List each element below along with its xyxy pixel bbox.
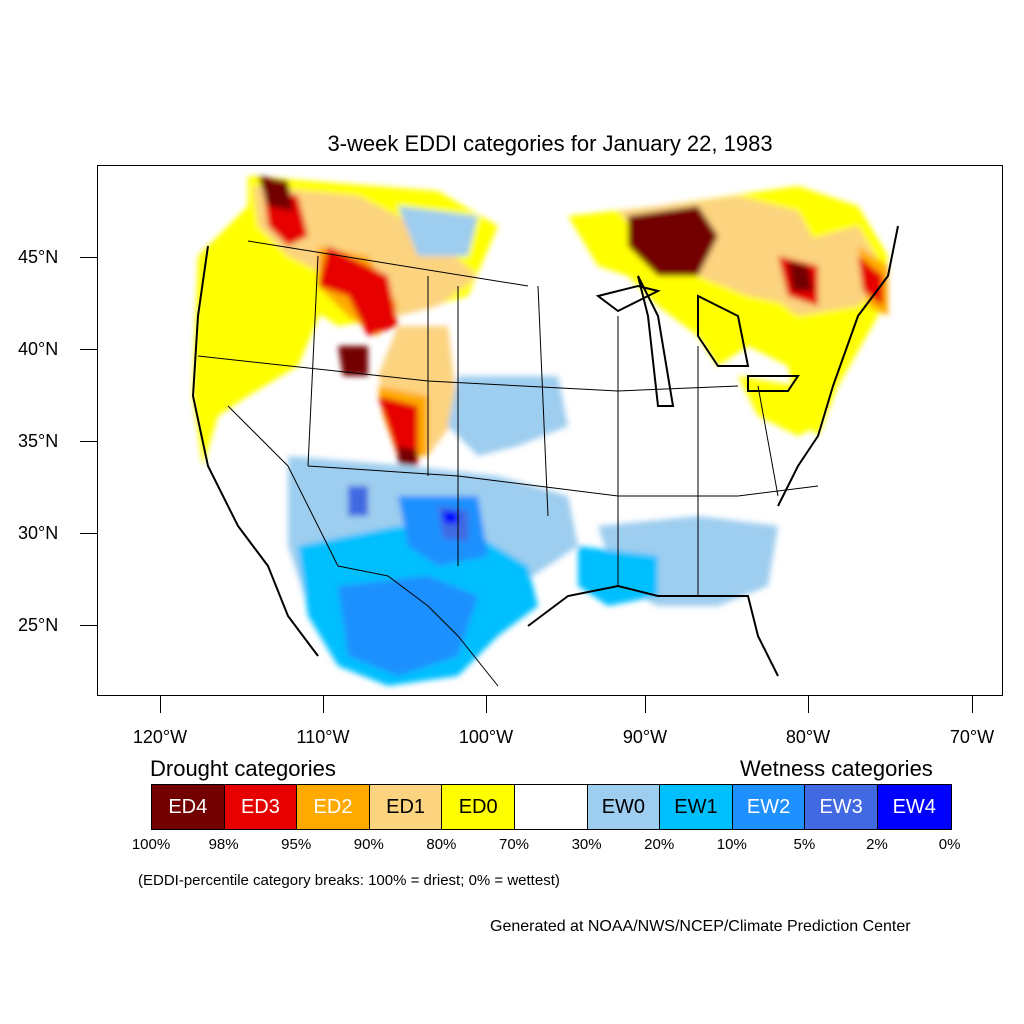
coastlines xyxy=(191,225,899,677)
legend-swatch: ED3 xyxy=(224,785,298,829)
break-label: 20% xyxy=(644,836,675,853)
lon-label-100: 100°W xyxy=(458,727,514,747)
legend-swatch: ED1 xyxy=(369,785,443,829)
legend-swatch: EW3 xyxy=(805,785,878,829)
break-label: 95% xyxy=(281,836,312,853)
category-legend: ED4 ED3 ED2 ED1 ED0 EW0 EW1 EW2 EW3 EW4 xyxy=(151,784,952,830)
break-label: 10% xyxy=(716,836,747,853)
eddi-map xyxy=(97,165,1003,696)
drought-heading: Drought categories xyxy=(150,756,336,781)
break-label: 98% xyxy=(208,836,239,853)
legend-swatch: EW4 xyxy=(877,785,951,829)
lon-tick xyxy=(808,696,809,713)
lon-label-120: 120°W xyxy=(132,727,188,747)
lon-tick xyxy=(323,696,324,713)
credit-line: Generated at NOAA/NWS/NCEP/Climate Predi… xyxy=(490,918,911,935)
lat-tick xyxy=(80,533,97,534)
lon-label-80: 80°W xyxy=(785,727,831,747)
category-fields xyxy=(193,176,888,686)
lon-tick xyxy=(645,696,646,713)
legend-swatch: EW2 xyxy=(732,785,806,829)
break-label: 80% xyxy=(426,836,457,853)
map-title: 3-week EDDI categories for January 22, 1… xyxy=(327,131,773,156)
legend-swatch: EW0 xyxy=(587,785,661,829)
break-label: 100% xyxy=(131,836,171,853)
lat-label-25: 25°N xyxy=(18,615,59,635)
lon-label-70: 70°W xyxy=(949,727,995,747)
lon-label-90: 90°W xyxy=(622,727,668,747)
lon-tick xyxy=(486,696,487,713)
legend-swatch xyxy=(514,785,588,829)
lat-label-40: 40°N xyxy=(18,339,59,359)
break-label: 0% xyxy=(938,836,961,853)
break-label: 2% xyxy=(866,836,888,853)
lon-tick xyxy=(160,696,161,713)
lat-tick xyxy=(80,625,97,626)
break-label: 5% xyxy=(793,836,816,853)
legend-swatch: EW1 xyxy=(660,785,733,829)
category-note: (EDDI-percentile category breaks: 100% =… xyxy=(138,872,560,889)
legend-swatch: ED2 xyxy=(297,785,370,829)
lat-label-45: 45°N xyxy=(18,247,59,267)
legend-swatch: ED4 xyxy=(152,785,225,829)
lat-tick xyxy=(80,349,97,350)
lat-tick xyxy=(80,441,97,442)
lon-label-110: 110°W xyxy=(296,727,350,747)
lat-label-30: 30°N xyxy=(18,523,59,543)
wetness-heading: Wetness categories xyxy=(740,756,933,781)
boundaries xyxy=(197,240,819,687)
lon-tick xyxy=(972,696,973,713)
legend-swatch: ED0 xyxy=(442,785,515,829)
lat-tick xyxy=(80,257,97,258)
break-label: 30% xyxy=(571,836,602,853)
eddi-map-canvas xyxy=(191,174,899,695)
lat-label-35: 35°N xyxy=(18,431,59,451)
break-label: 90% xyxy=(353,836,384,853)
break-label: 70% xyxy=(498,836,530,853)
